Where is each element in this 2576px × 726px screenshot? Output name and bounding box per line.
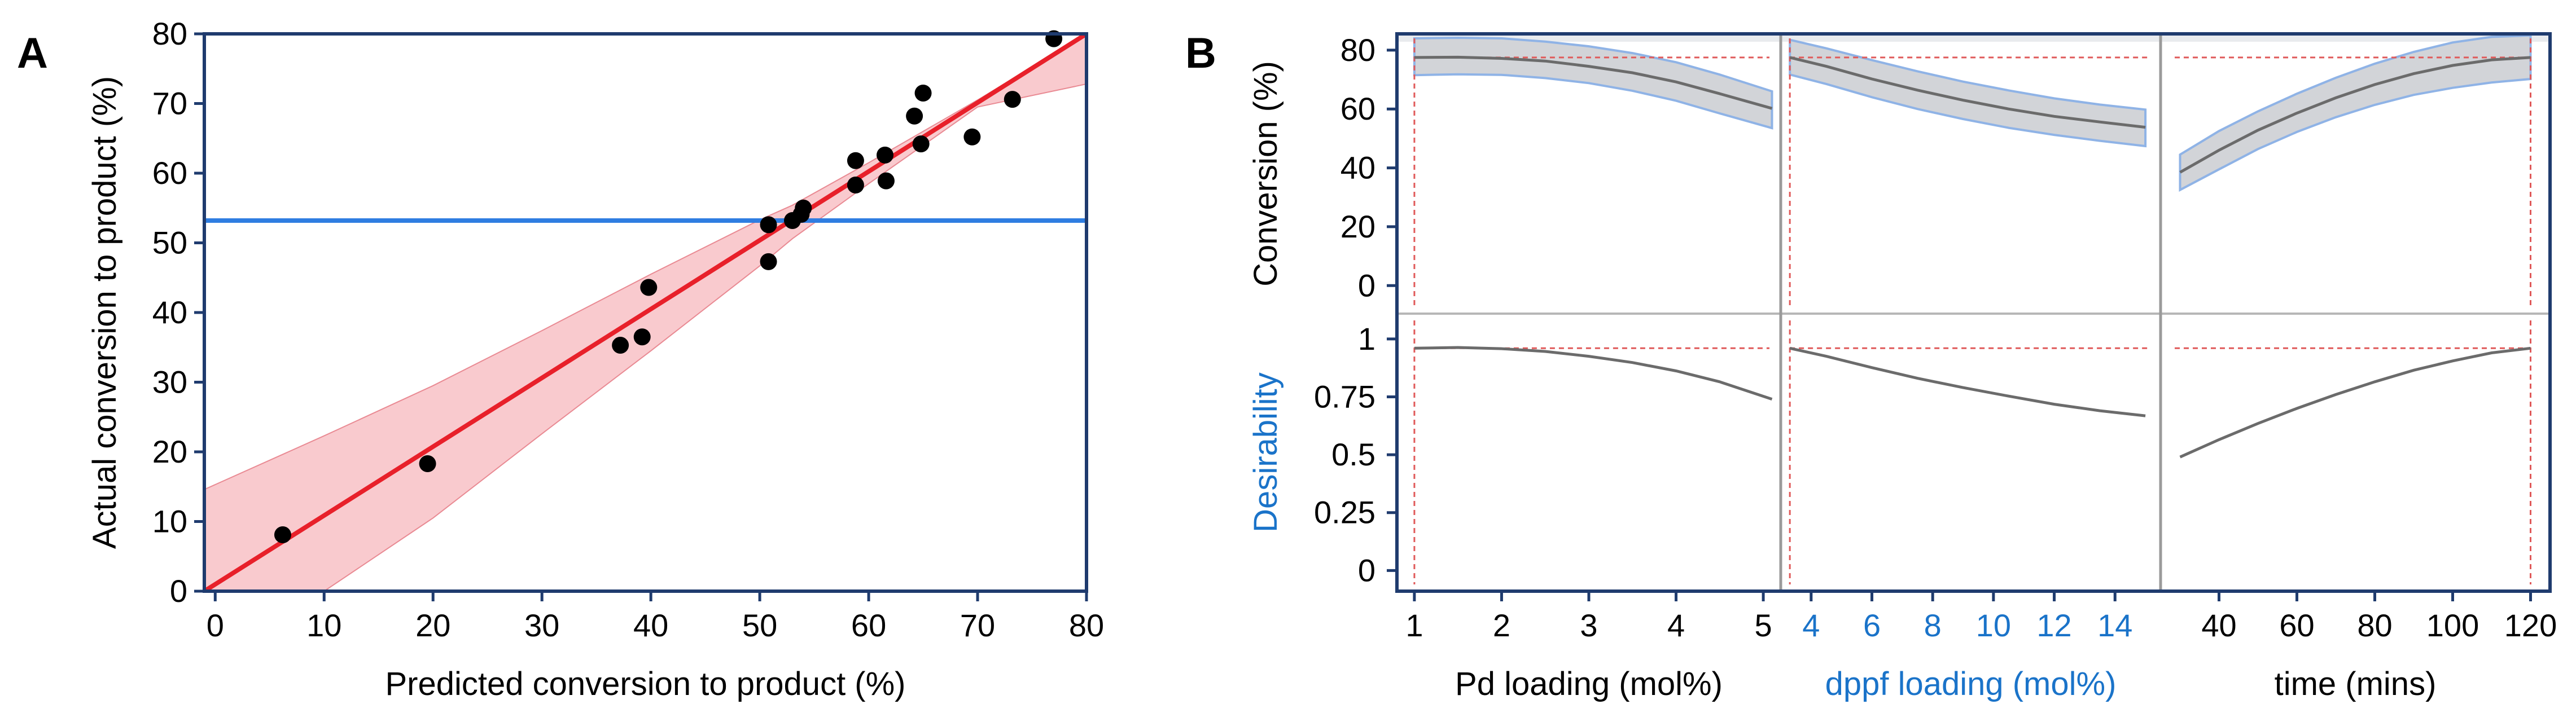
trace-desirability-col1: [1414, 346, 1773, 401]
data-point-5: [640, 279, 658, 296]
trace-desirability-col3: [2179, 346, 2531, 459]
trace-conversion-col2: [1789, 56, 2146, 129]
conversion-y-tick-label-4: 80: [1340, 32, 1375, 68]
data-point-12: [847, 176, 864, 193]
confidence-band-conversion-col1: [1413, 36, 1773, 130]
x-tick-label-40: 40: [633, 608, 668, 643]
data-point-2: [419, 455, 436, 472]
data-point-6: [760, 216, 777, 234]
y-tick-label-50: 50: [152, 225, 187, 261]
panel-b-top-strip: [1397, 34, 2550, 42]
y-tick-label-0: 0: [170, 573, 187, 609]
panel-a-x-axis-label: Predicted conversion to product (%): [385, 666, 906, 702]
fit-line: [204, 34, 1087, 591]
conversion-y-tick-label-2: 40: [1340, 150, 1375, 186]
desirability-row-label: Desirability: [1247, 372, 1284, 533]
y-tick-label-40: 40: [152, 294, 187, 330]
data-point-13: [877, 146, 894, 164]
confidence-band-conversion-col2: [1789, 38, 2147, 148]
dppf-loading-axis-label: dppf loading (mol%): [1825, 666, 2117, 702]
data-point-3: [612, 337, 629, 354]
factor3-x-tick-label-120: 120: [2504, 608, 2557, 643]
x-tick-label-10: 10: [306, 608, 341, 643]
factor2-x-tick-label-4: 4: [1802, 608, 1820, 643]
factor2-x-tick-label-14: 14: [2097, 608, 2132, 643]
y-tick-label-20: 20: [152, 434, 187, 469]
panel-b-plot-frame: [1395, 32, 2552, 593]
conversion-y-tick-label-1: 20: [1340, 209, 1375, 244]
x-tick-label-20: 20: [415, 608, 450, 643]
factor1-x-tick-label-5: 5: [1755, 608, 1772, 643]
desirability-y-tick-label-2: 0.5: [1331, 437, 1375, 472]
conversion-y-tick-label-3: 60: [1340, 91, 1375, 126]
y-tick-label-10: 10: [152, 504, 187, 539]
y-tick-label-60: 60: [152, 155, 187, 191]
desirability-y-tick-label-4: 1: [1358, 321, 1375, 357]
data-point-7: [760, 253, 777, 270]
y-tick-label-70: 70: [152, 86, 187, 121]
desirability-y-tick-label-0: 0: [1358, 552, 1375, 588]
factor2-x-tick-label-6: 6: [1863, 608, 1881, 643]
data-point-1: [274, 526, 291, 543]
factor2-x-tick-label-10: 10: [1976, 608, 2011, 643]
x-tick-label-50: 50: [742, 608, 777, 643]
x-tick-label-70: 70: [960, 608, 995, 643]
data-point-17: [914, 84, 932, 102]
data-point-19: [1004, 91, 1021, 108]
factor1-x-tick-label-2: 2: [1493, 608, 1510, 643]
panel-a-scatter: 0 10 20 30 40 50 60 70 80 0 10 20 30 40 50 60 70 80 Pred…: [86, 16, 1104, 702]
x-tick-label-0: 0: [207, 608, 224, 643]
pd-loading-axis-label: Pd loading (mol%): [1455, 666, 1723, 702]
y-tick-label-80: 80: [152, 16, 187, 51]
data-point-14: [877, 172, 895, 190]
trace-conversion-col1: [1414, 55, 1773, 110]
factor1-x-tick-label-4: 4: [1667, 608, 1685, 643]
factor3-x-tick-label-40: 40: [2201, 608, 2236, 643]
panel-a-letter: A: [17, 29, 48, 77]
x-tick-label-60: 60: [851, 608, 886, 643]
data-point-16: [912, 135, 930, 153]
trace-desirability-col2: [1789, 346, 2146, 417]
panel-b-letter: B: [1185, 29, 1216, 77]
data-point-18: [963, 128, 981, 146]
data-point-15: [906, 107, 923, 125]
trace-conversion-col3: [2179, 56, 2531, 174]
factor2-x-tick-label-8: 8: [1924, 608, 1942, 643]
factor1-x-tick-label-3: 3: [1580, 608, 1597, 643]
data-point-10: [795, 199, 812, 217]
confidence-band-conversion-col3: [2179, 34, 2532, 192]
y-tick-label-30: 30: [152, 364, 187, 400]
factor1-x-tick-label-1: 1: [1405, 608, 1423, 643]
time-axis-label: time (mins): [2275, 666, 2437, 702]
factor3-x-tick-label-80: 80: [2357, 608, 2392, 643]
x-tick-label-80: 80: [1069, 608, 1104, 643]
factor3-x-tick-label-60: 60: [2279, 608, 2314, 643]
factor3-x-tick-label-100: 100: [2426, 608, 2479, 643]
desirability-y-tick-label-1: 0.25: [1314, 495, 1375, 530]
conversion-row-label: Conversion (%): [1247, 61, 1284, 287]
conversion-y-tick-label-0: 0: [1358, 267, 1375, 303]
data-point-4: [633, 328, 651, 346]
desirability-y-tick-label-3: 0.75: [1314, 379, 1375, 414]
factor2-x-tick-label-12: 12: [2036, 608, 2071, 643]
data-point-11: [847, 152, 864, 169]
x-tick-label-30: 30: [524, 608, 559, 643]
panel-a-y-axis-label: Actual conversion to product (%): [86, 76, 123, 549]
